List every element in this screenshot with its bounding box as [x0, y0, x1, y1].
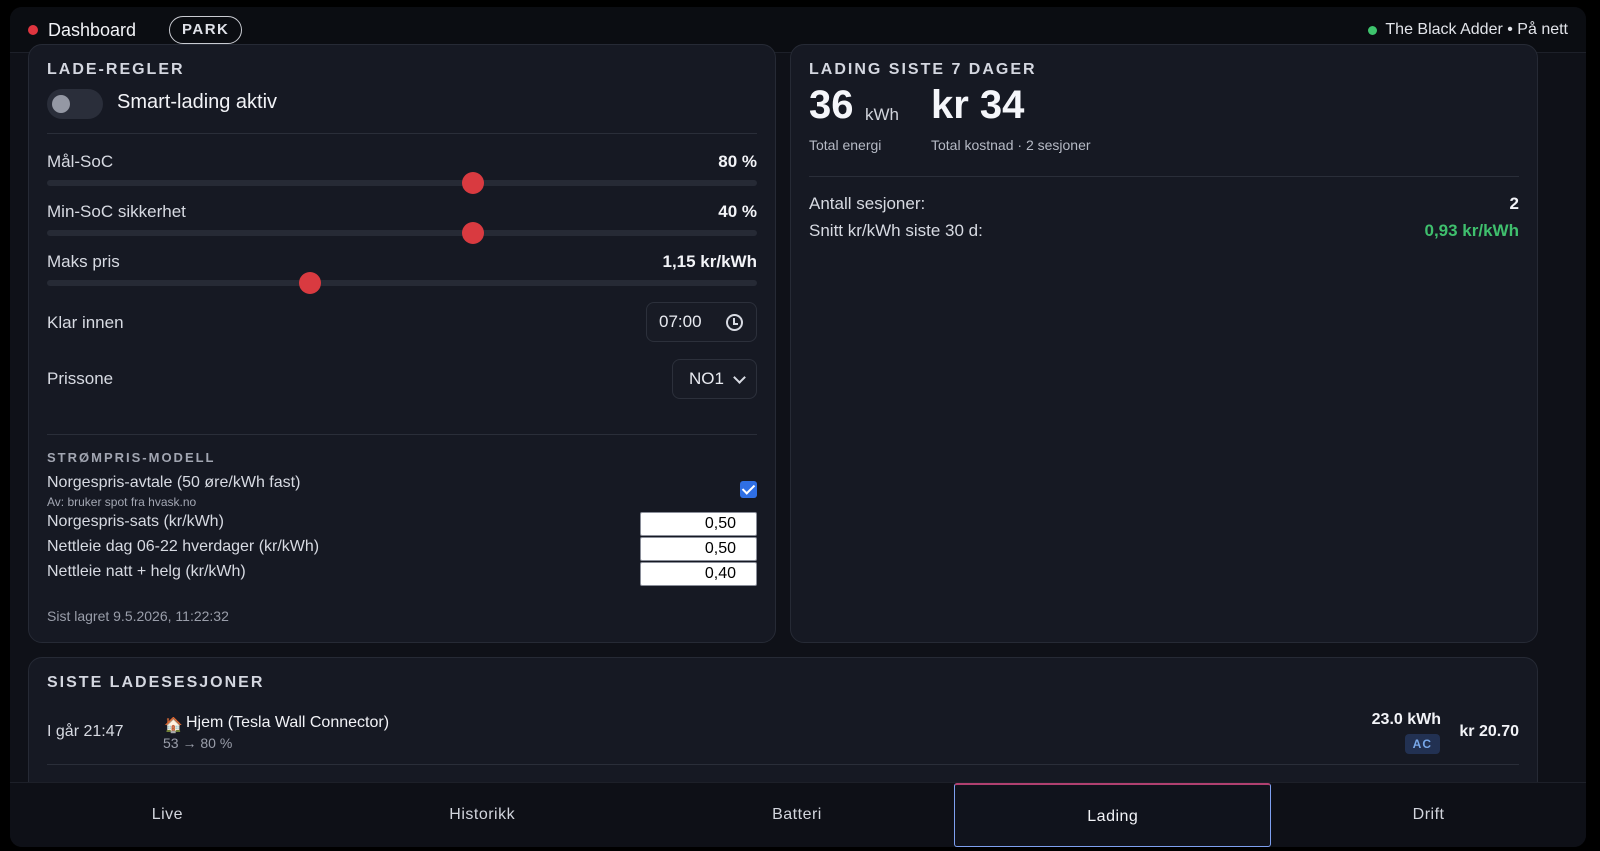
- price-zone-value: NO1: [689, 369, 724, 388]
- max-price-slider-thumb[interactable]: [298, 272, 321, 294]
- tab-drift[interactable]: Drift: [1412, 806, 1445, 823]
- total-cost-value: kr 34: [931, 83, 1025, 127]
- charging-week-panel: LADING SISTE 7 DAGER 36 kWh Total energi…: [790, 44, 1538, 643]
- max-price-value: 1,15 kr/kWh: [662, 252, 758, 271]
- norgespris-label: Norgespris-avtale (50 øre/kWh fast): [47, 474, 301, 491]
- tab-live[interactable]: Live: [151, 806, 184, 823]
- price-zone-label: Prissone: [47, 369, 114, 388]
- norgespris-rate-label: Norgespris-sats (kr/kWh): [47, 513, 224, 530]
- price-model-caption: STRØMPRIS-MODELL: [47, 450, 216, 465]
- house-icon: 🏠: [164, 717, 183, 734]
- divider: [47, 764, 1519, 765]
- page-title: Dashboard: [48, 20, 137, 40]
- session-energy: 23.0 kWh: [1371, 711, 1441, 728]
- app-window: Dashboard PARK The Black Adder • På nett…: [10, 7, 1586, 847]
- session-soc-range: 53 → 80 %: [163, 735, 233, 751]
- smart-charging-label: Smart-lading aktiv: [117, 91, 278, 113]
- toggle-knob: [52, 95, 70, 113]
- recording-dot-icon: [28, 25, 38, 35]
- connection-status: The Black Adder • På nett: [1368, 21, 1568, 39]
- divider: [809, 176, 1519, 177]
- target-soc-slider[interactable]: [47, 172, 757, 194]
- min-soc-label: Min-SoC sikkerhet: [47, 202, 186, 221]
- online-dot-icon: [1368, 25, 1378, 35]
- tab-lading[interactable]: Lading: [954, 783, 1272, 847]
- charge-type-badge: AC: [1404, 734, 1440, 754]
- session-count-value: 2: [1509, 194, 1519, 213]
- grid-night-label: Nettleie natt + helg (kr/kWh): [47, 563, 246, 580]
- divider: [47, 434, 757, 435]
- vehicle-status-text: The Black Adder • På nett: [1385, 21, 1568, 38]
- total-energy-unit: kWh: [865, 105, 899, 124]
- charge-rules-panel: LADE-REGLER Smart-lading aktiv Mål-SoC 8…: [28, 44, 776, 643]
- total-energy-caption: Total energi: [809, 137, 882, 153]
- grid-day-label: Nettleie dag 06-22 hverdager (kr/kWh): [47, 538, 320, 555]
- session-cost: kr 20.70: [1459, 723, 1519, 740]
- max-price-label: Maks pris: [47, 252, 120, 271]
- gear-status-badge: PARK: [169, 16, 243, 44]
- charging-week-title: LADING SISTE 7 DAGER: [809, 61, 1037, 78]
- avg-price-value: 0,93 kr/kWh: [1424, 221, 1520, 240]
- recent-sessions-title: SISTE LADESESJONER: [47, 674, 265, 691]
- charge-rules-title: LADE-REGLER: [47, 61, 185, 78]
- ready-by-time-input[interactable]: 07:00: [646, 302, 757, 342]
- grid-day-input[interactable]: 0,50: [640, 537, 757, 561]
- min-soc-value: 40 %: [718, 202, 757, 221]
- tab-batteri[interactable]: Batteri: [772, 806, 822, 823]
- grid-night-input[interactable]: 0,40: [640, 562, 757, 586]
- clock-icon[interactable]: [726, 314, 743, 331]
- max-price-slider[interactable]: [47, 272, 757, 294]
- total-energy-value: 36: [809, 83, 854, 127]
- smart-charging-toggle[interactable]: [47, 89, 103, 119]
- session-count-label: Antall sesjoner:: [809, 194, 926, 213]
- bottom-nav: Live Historikk Batteri Lading Drift: [10, 782, 1586, 847]
- last-saved-text: Sist lagret 9.5.2026, 11:22:32: [47, 608, 229, 624]
- target-soc-value: 80 %: [718, 152, 757, 171]
- target-soc-label: Mål-SoC: [47, 152, 114, 171]
- min-soc-slider-thumb[interactable]: [462, 222, 484, 244]
- ready-by-time-value: 07:00: [659, 312, 702, 331]
- norgespris-rate-input[interactable]: 0,50: [640, 512, 757, 536]
- avg-price-label: Snitt kr/kWh siste 30 d:: [809, 221, 983, 240]
- session-location: Hjem (Tesla Wall Connector): [186, 714, 390, 731]
- session-time: I går 21:47: [47, 723, 124, 740]
- chevron-down-icon: [733, 371, 746, 384]
- min-soc-slider[interactable]: [47, 222, 757, 244]
- norgespris-note: Av: bruker spot fra hvask.no: [47, 495, 197, 509]
- recent-sessions-panel: SISTE LADESESJONER I går 21:47 🏠 Hjem (T…: [28, 657, 1538, 797]
- total-cost-caption: Total kostnad · 2 sesjoner: [931, 137, 1091, 153]
- divider: [47, 133, 757, 134]
- target-soc-slider-thumb[interactable]: [462, 172, 484, 194]
- ready-by-label: Klar innen: [47, 313, 124, 332]
- tab-historikk[interactable]: Historikk: [449, 806, 516, 823]
- norgespris-checkbox[interactable]: [740, 481, 757, 498]
- price-zone-select[interactable]: NO1: [672, 359, 757, 399]
